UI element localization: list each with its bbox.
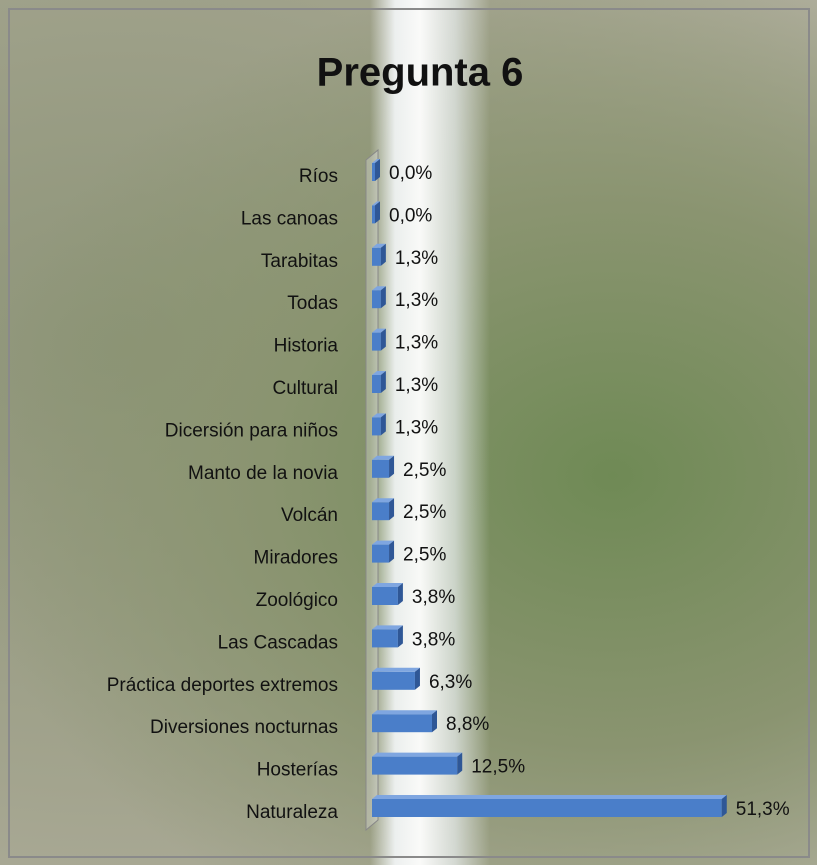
y-tick-label: Las canoas (241, 208, 338, 229)
y-tick-label: Las Cascadas (218, 632, 338, 653)
bar (372, 667, 420, 690)
y-tick-label: Manto de la novia (188, 463, 338, 484)
y-tick-label: Tarabitas (261, 251, 338, 272)
bar (372, 710, 437, 733)
y-tick-label: Ríos (299, 166, 338, 187)
value-label: 0,0% (389, 205, 432, 226)
bar (372, 371, 386, 393)
value-label: 3,8% (412, 587, 455, 608)
bar (372, 583, 403, 605)
y-tick-label: Dicersión para niños (165, 420, 338, 441)
axis-wall (365, 148, 379, 832)
value-label: 1,3% (395, 417, 438, 438)
bar (372, 752, 463, 775)
y-tick-label: Zoológico (256, 590, 338, 611)
value-label: 8,8% (446, 714, 489, 735)
bar (372, 795, 727, 817)
value-label: 51,3% (736, 799, 790, 820)
y-tick-label: Práctica deportes extremos (107, 675, 338, 696)
y-tick-label: Naturaleza (246, 802, 338, 823)
bar (372, 625, 403, 648)
chart-title: Pregunta 6 (317, 51, 524, 95)
value-label: 1,3% (395, 290, 438, 311)
y-tick-label: Volcán (281, 505, 338, 526)
value-label: 3,8% (412, 629, 455, 650)
bar (372, 201, 380, 224)
y-tick-label: Hosterías (257, 760, 338, 781)
value-label: 1,3% (395, 248, 438, 269)
value-label: 6,3% (429, 672, 472, 693)
value-label: 2,5% (403, 502, 446, 523)
bar (372, 286, 386, 309)
bar (372, 413, 386, 436)
value-label: 1,3% (395, 333, 438, 354)
y-tick-label: Todas (287, 293, 338, 314)
value-label: 1,3% (395, 375, 438, 396)
y-tick-label: Historia (274, 336, 339, 357)
bar (372, 243, 386, 266)
value-label: 12,5% (471, 757, 525, 778)
y-tick-label: Cultural (273, 378, 338, 399)
bar (372, 159, 380, 181)
y-tick-label: Diversiones nocturnas (150, 717, 338, 738)
bar (372, 455, 395, 478)
bar (372, 540, 395, 563)
chart-border (8, 8, 810, 858)
bar (372, 328, 386, 351)
y-tick-label: Miradores (254, 548, 338, 569)
bar (372, 498, 395, 521)
value-label: 2,5% (403, 545, 446, 566)
value-label: 0,0% (389, 163, 432, 184)
value-label: 2,5% (403, 460, 446, 481)
